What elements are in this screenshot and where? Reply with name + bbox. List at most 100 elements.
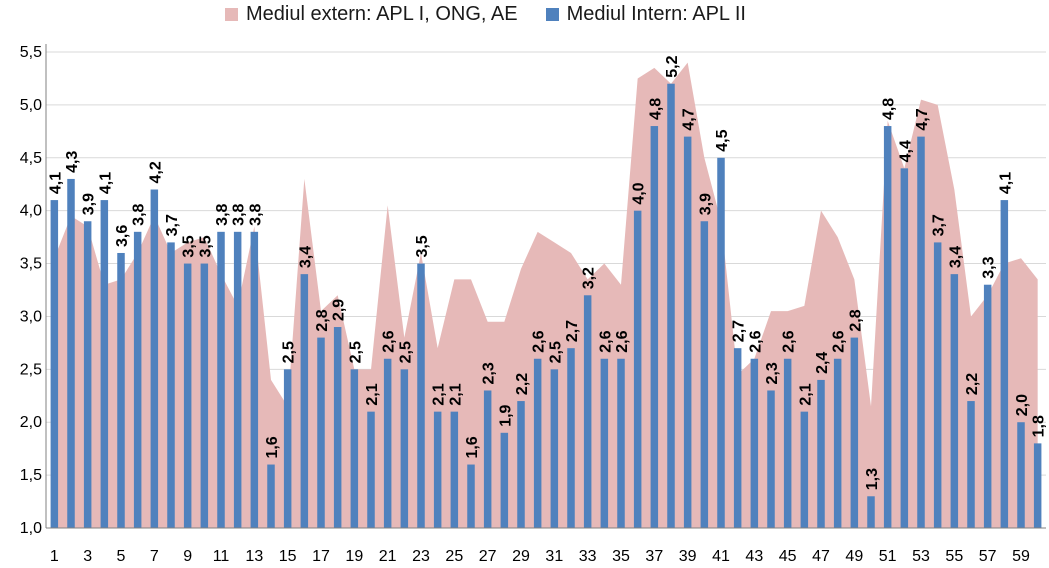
bar — [817, 379, 825, 528]
bar — [383, 358, 392, 528]
data-label: 4,0 — [631, 182, 648, 204]
data-label: 3,8 — [214, 203, 231, 225]
data-label: 3,5 — [197, 235, 214, 257]
bar — [400, 369, 409, 528]
bar — [133, 231, 142, 529]
data-label: 4,4 — [897, 140, 914, 162]
data-label: 2,6 — [597, 330, 614, 352]
data-label: 2,3 — [764, 362, 781, 384]
data-label: 3,8 — [247, 203, 264, 225]
data-label: 3,5 — [414, 235, 431, 257]
bar — [750, 358, 759, 528]
bar — [533, 358, 542, 528]
data-label: 4,8 — [647, 98, 664, 120]
x-tick-label: 13 — [245, 548, 263, 565]
data-label: 3,8 — [231, 203, 248, 225]
bar — [367, 411, 375, 528]
bar — [800, 411, 809, 528]
legend-item-extern: Mediul extern: APL I, ONG, AE — [225, 3, 518, 26]
y-tick-label: 4,5 — [20, 150, 42, 167]
data-label: 2,1 — [447, 383, 464, 405]
x-tick-label: 49 — [845, 548, 863, 565]
legend-label-extern: Mediul extern: APL I, ONG, AE — [246, 2, 518, 25]
data-label: 2,2 — [964, 373, 981, 395]
data-label: 2,2 — [514, 373, 531, 395]
bar — [417, 263, 425, 528]
bar — [700, 221, 709, 528]
data-label: 2,0 — [1014, 394, 1031, 416]
data-label: 2,1 — [364, 383, 381, 405]
data-label: 2,6 — [381, 330, 398, 352]
y-tick-label: 5,0 — [20, 97, 42, 114]
bar — [917, 136, 925, 528]
bar — [600, 358, 609, 528]
data-label: 2,6 — [531, 330, 548, 352]
bar — [833, 358, 842, 528]
y-tick-label: 3,5 — [20, 256, 42, 273]
bar — [1033, 443, 1042, 528]
bar — [83, 221, 92, 528]
bar — [100, 200, 109, 529]
bar — [350, 369, 359, 528]
x-tick-label: 51 — [879, 548, 897, 565]
bar — [717, 157, 725, 528]
bar — [250, 231, 259, 529]
data-label: 2,5 — [547, 341, 564, 363]
bar — [500, 432, 509, 528]
y-tick-label: 1,5 — [20, 467, 42, 484]
x-tick-label: 5 — [117, 548, 126, 565]
y-tick-label: 2,0 — [20, 414, 42, 431]
data-label: 5,2 — [664, 55, 681, 77]
data-label: 3,7 — [931, 214, 948, 236]
bar — [267, 464, 275, 528]
data-label: 4,1 — [47, 172, 64, 194]
bar — [67, 178, 75, 528]
bar — [483, 390, 492, 528]
bar — [450, 411, 459, 528]
x-tick-label: 43 — [745, 548, 763, 565]
bar — [217, 231, 225, 529]
bar — [150, 189, 159, 528]
bar — [967, 401, 975, 528]
y-tick-label: 5,5 — [20, 44, 42, 61]
x-tick-label: 53 — [912, 548, 930, 565]
bar — [850, 337, 859, 528]
data-label: 2,4 — [814, 352, 831, 374]
data-label: 3,2 — [581, 267, 598, 289]
bar — [467, 464, 475, 528]
x-tick-label: 47 — [812, 548, 830, 565]
bar — [200, 263, 209, 528]
x-tick-label: 31 — [545, 548, 563, 565]
bar — [117, 252, 125, 528]
bar — [633, 210, 642, 528]
data-label: 3,4 — [297, 246, 314, 268]
data-label: 3,5 — [181, 235, 198, 257]
bar — [733, 348, 742, 528]
data-label: 4,5 — [714, 129, 731, 151]
x-tick-label: 35 — [612, 548, 630, 565]
x-tick-label: 19 — [345, 548, 363, 565]
legend-swatch-intern — [545, 7, 559, 21]
data-label: 3,6 — [114, 225, 131, 247]
data-label: 2,9 — [331, 299, 348, 321]
data-label: 3,9 — [81, 193, 98, 215]
data-label: 2,6 — [831, 330, 848, 352]
x-tick-label: 45 — [779, 548, 797, 565]
data-label: 3,7 — [164, 214, 181, 236]
bar — [883, 126, 892, 529]
data-label: 4,2 — [147, 161, 164, 183]
x-tick-label: 33 — [579, 548, 597, 565]
bar — [550, 369, 559, 528]
data-label: 4,7 — [681, 108, 698, 130]
data-label: 2,5 — [281, 341, 298, 363]
data-label: 2,1 — [431, 383, 448, 405]
y-tick-label: 3,0 — [20, 308, 42, 325]
bar — [517, 401, 525, 528]
bar — [667, 83, 675, 528]
y-tick-label: 2,5 — [20, 361, 42, 378]
x-tick-label: 59 — [1012, 548, 1030, 565]
bar — [650, 126, 659, 529]
area-series-extern — [54, 62, 1038, 528]
data-label: 1,3 — [864, 468, 881, 490]
data-label: 2,8 — [847, 309, 864, 331]
